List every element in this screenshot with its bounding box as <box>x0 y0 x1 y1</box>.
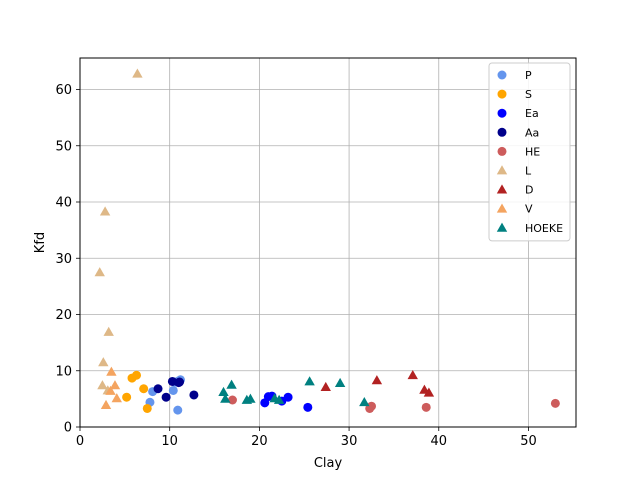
legend-marker-ea <box>497 108 507 118</box>
point-hoeke <box>220 393 231 403</box>
legend-item-aa: Aa <box>497 126 539 139</box>
point-l <box>99 206 111 216</box>
plot-frame <box>79 57 577 428</box>
legend-label-d: D <box>525 184 533 197</box>
point-s <box>139 384 149 394</box>
y-tick-label: 0 <box>64 421 72 436</box>
point-l <box>132 68 143 78</box>
legend-item-s: S <box>497 88 532 101</box>
x-tick-label: 40 <box>430 434 447 449</box>
x-axis-label: Clay <box>314 456 343 471</box>
x-tick-label: 30 <box>341 434 358 449</box>
legend-marker-aa <box>497 127 507 137</box>
point-hoeke <box>359 397 370 407</box>
series-s <box>122 370 152 413</box>
point-hoeke <box>304 376 315 386</box>
legend-marker-hoeke <box>496 222 508 232</box>
legend-label-l: L <box>525 165 532 178</box>
legend-item-he: HE <box>497 145 540 158</box>
point-hoeke <box>218 386 229 397</box>
point-d <box>423 387 435 397</box>
legend-item-l: L <box>496 165 532 178</box>
y-tick-label: 60 <box>55 83 72 98</box>
data-points <box>94 68 560 415</box>
series-hoeke <box>218 376 370 407</box>
legend-box <box>488 62 571 242</box>
legend-label-p: P <box>525 69 532 82</box>
y-tick-label: 10 <box>55 364 72 379</box>
point-l <box>98 357 109 367</box>
point-v <box>106 366 117 376</box>
legend-label-v: V <box>525 203 533 216</box>
point-l <box>103 326 114 336</box>
point-s <box>132 370 142 380</box>
point-p <box>173 405 183 415</box>
legend-marker-he <box>497 146 507 156</box>
point-he <box>421 402 431 412</box>
point-v <box>109 380 121 390</box>
legend-item-d: D <box>496 184 533 197</box>
point-p <box>168 385 178 395</box>
point-ea <box>283 392 293 402</box>
legend: PS Ea Aa HE LDV HOEKE <box>488 62 571 242</box>
x-tick-label: 10 <box>161 434 178 449</box>
point-he <box>227 395 237 405</box>
point-hoeke <box>226 379 237 389</box>
point-s <box>142 403 152 413</box>
legend-item-p: P <box>497 69 532 82</box>
x-tick-label: 20 <box>251 434 268 449</box>
point-v <box>111 393 122 403</box>
point-d <box>407 370 418 380</box>
series-v <box>100 366 122 409</box>
axis-ticks: 0 10 20 30 40 50 0 10 20 30 40 50 60 <box>55 83 536 449</box>
legend-label-s: S <box>525 88 532 101</box>
legend-item-ea: Ea <box>497 107 539 120</box>
point-v <box>100 399 112 409</box>
point-aa <box>174 378 184 388</box>
y-tick-label: 40 <box>55 196 72 211</box>
y-tick-label: 30 <box>55 252 72 267</box>
series-d <box>320 370 435 397</box>
legend-marker-s <box>497 89 507 99</box>
legend-item-hoeke: HOEKE <box>496 222 563 235</box>
point-ea <box>303 402 313 412</box>
legend-label-hoeke: HOEKE <box>525 222 563 235</box>
point-aa <box>153 384 163 394</box>
y-tick-label: 50 <box>55 139 72 154</box>
point-he <box>367 401 377 411</box>
x-tick-label: 50 <box>520 434 537 449</box>
legend-label-he: HE <box>525 145 540 158</box>
legend-item-v: V <box>496 203 533 216</box>
point-hoeke <box>245 393 256 403</box>
point-hoeke <box>334 377 346 388</box>
point-d <box>320 381 331 391</box>
legend-marker-d <box>496 184 508 194</box>
point-l <box>97 380 108 390</box>
x-tick-label: 0 <box>76 434 84 449</box>
point-l <box>94 267 105 277</box>
series-aa <box>153 376 199 402</box>
point-d <box>371 375 383 385</box>
legend-marker-v <box>496 203 508 213</box>
series-he <box>227 395 560 413</box>
point-s <box>122 392 132 402</box>
y-axis-label: Kfd <box>33 232 48 253</box>
legend-marker-p <box>497 70 507 80</box>
point-aa <box>161 392 171 402</box>
legend-marker-l <box>496 165 508 175</box>
point-aa <box>189 390 199 400</box>
point-v <box>105 385 116 395</box>
point-he <box>550 398 560 408</box>
y-tick-label: 20 <box>55 308 72 323</box>
legend-label-ea: Ea <box>525 107 539 120</box>
legend-label-aa: Aa <box>525 126 539 139</box>
point-hoeke <box>273 394 285 404</box>
